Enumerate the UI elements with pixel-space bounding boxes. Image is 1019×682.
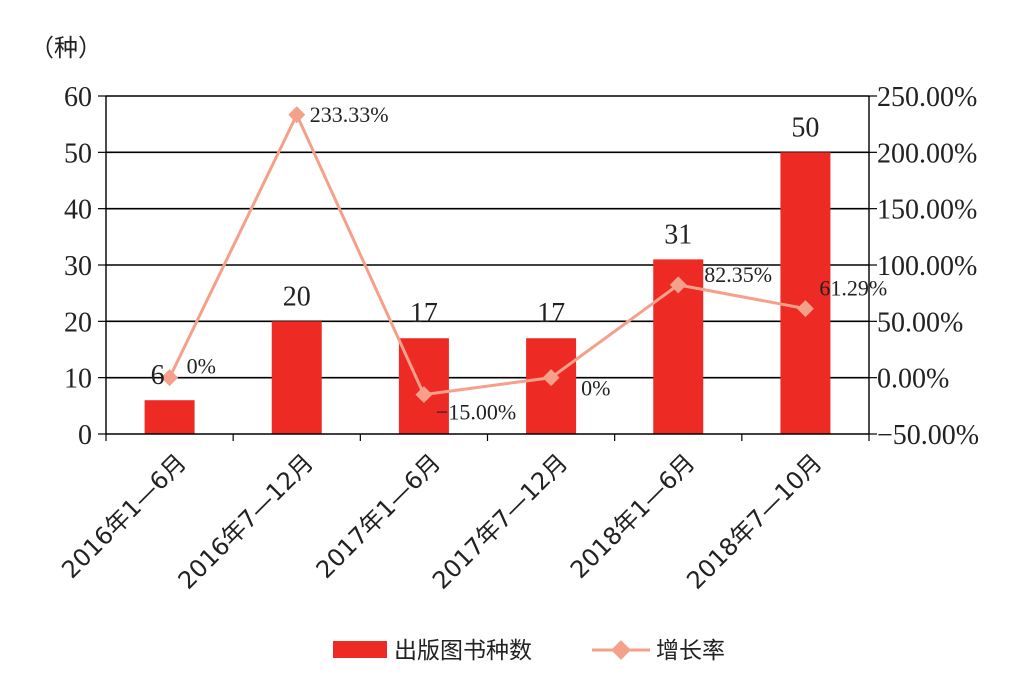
bar-value-label: 31 — [664, 219, 692, 250]
growth-rate-label: 233.33% — [310, 102, 389, 127]
legend-bar-label: 出版图书种数 — [394, 638, 532, 664]
left-tick-label: 60 — [64, 82, 92, 113]
category-label: 2018年1—6月 — [565, 448, 700, 583]
legend-bar-swatch — [333, 641, 387, 658]
right-tick-label: −50.00% — [877, 420, 979, 451]
left-tick-label: 20 — [64, 307, 92, 338]
bar-value-label: 17 — [537, 298, 565, 329]
gridlines — [106, 95, 869, 379]
line-marker — [288, 106, 306, 124]
growth-rate-label: 0% — [581, 376, 610, 401]
growth-rate-label: 82.35% — [704, 262, 772, 287]
bar-value-label: 6 — [151, 360, 165, 391]
line-marker — [542, 369, 560, 387]
growth-rate-label: 0% — [187, 354, 216, 379]
right-tick-label: 250.00% — [877, 82, 977, 113]
left-tick-label: 40 — [64, 195, 92, 226]
legend-line-label: 增长率 — [656, 638, 725, 664]
right-tick-label: 200.00% — [877, 138, 977, 169]
category-label: 2018年7—10月 — [681, 448, 827, 594]
line-marker — [796, 300, 814, 318]
right-tick-label: 100.00% — [877, 251, 977, 282]
bar-value-label: 17 — [410, 298, 438, 329]
left-tick-label: 50 — [64, 138, 92, 169]
axes — [98, 95, 877, 441]
growth-rate-label: −15.00% — [436, 400, 516, 425]
legend: 出版图书种数 增长率 — [333, 638, 725, 664]
category-label: 2016年7—12月 — [173, 448, 319, 594]
category-label: 2017年1—6月 — [311, 448, 446, 583]
line-data-labels: 0% 233.33% −15.00% 0% 82.35% 61.29% — [187, 102, 888, 425]
category-label: 2016年1—6月 — [56, 448, 191, 583]
left-axis-ticks: 0 10 20 30 40 50 60 — [64, 82, 92, 451]
category-label: 2017年7—12月 — [427, 448, 573, 594]
growth-rate-label: 61.29% — [819, 276, 887, 301]
line-marker — [669, 276, 687, 294]
bar — [144, 400, 195, 434]
line-series — [161, 106, 814, 404]
legend-line-marker — [611, 640, 631, 660]
line-marker — [415, 386, 433, 404]
right-tick-label: 150.00% — [877, 195, 977, 226]
left-tick-label: 0 — [78, 420, 92, 451]
line-marker — [161, 369, 179, 387]
bar — [271, 321, 322, 434]
left-tick-label: 30 — [64, 251, 92, 282]
right-tick-label: 50.00% — [877, 307, 963, 338]
bar-value-label: 20 — [283, 281, 311, 312]
bar-value-label: 50 — [791, 112, 819, 143]
growth-rate-line — [168, 111, 806, 397]
bar-data-labels: 6 20 17 17 31 50 — [151, 112, 820, 391]
right-tick-label: 0.00% — [877, 364, 949, 395]
right-axis-ticks: −50.00% 0.00% 50.00% 100.00% 150.00% 200.00% 2… — [877, 82, 979, 451]
bar — [780, 152, 831, 435]
left-tick-label: 10 — [64, 364, 92, 395]
category-labels: 2016年1—6月2016年7—12月2017年1—6月2017年7—12月20… — [56, 448, 827, 594]
y-unit-label: （种） — [30, 34, 102, 62]
